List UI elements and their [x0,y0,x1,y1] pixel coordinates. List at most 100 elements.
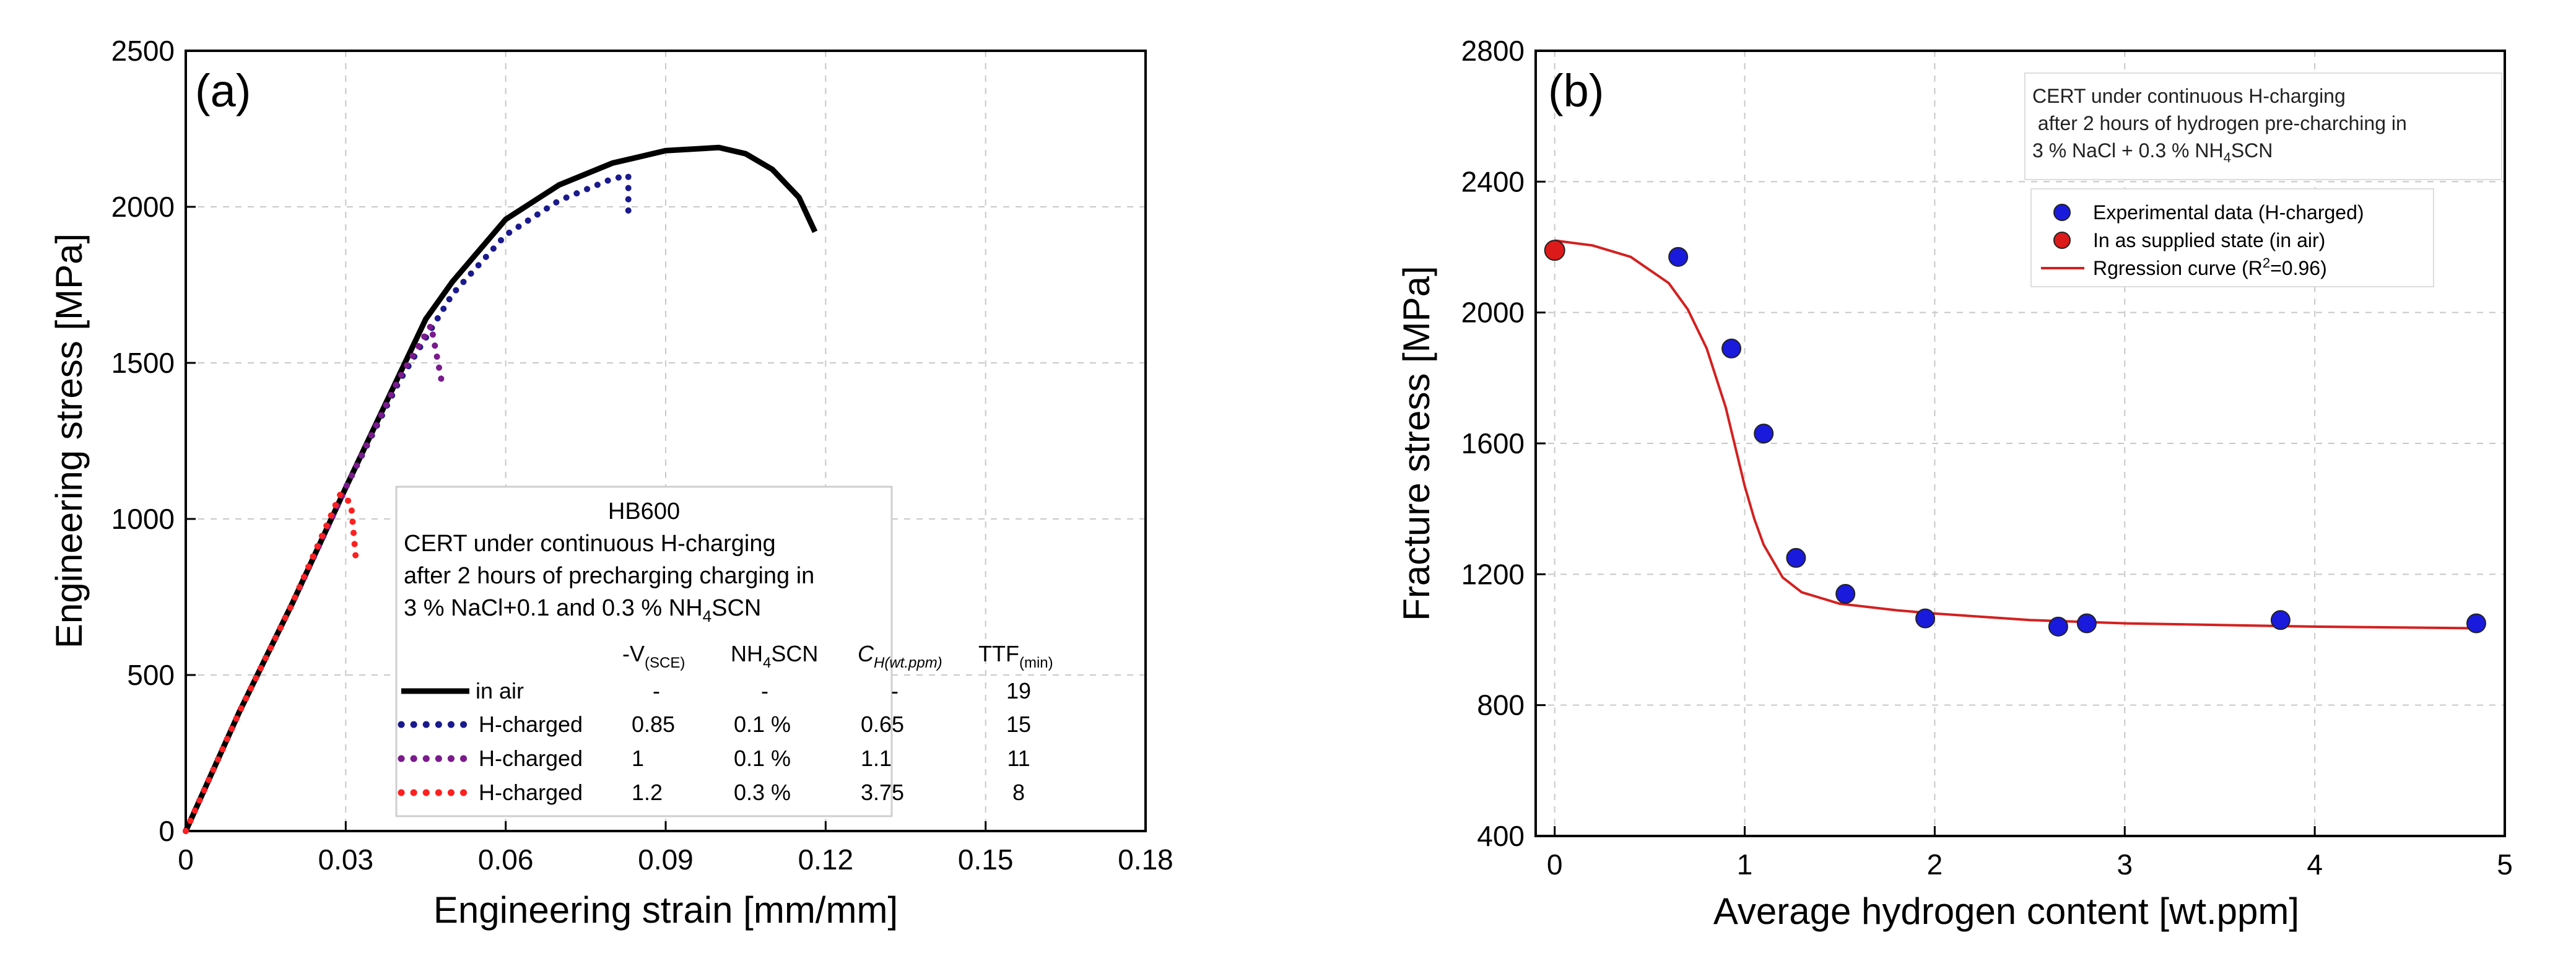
y-tick-label: 800 [1477,689,1525,721]
legend-nh4scn: - [761,678,768,703]
y-tick-label: 2400 [1461,165,1525,198]
legend-swatch-supplied [2053,232,2071,249]
supplied-state-point [1544,240,1565,261]
y-tick-label: 1600 [1461,427,1525,459]
x-tick-label: 2 [1927,848,1943,881]
y-tick-label: 2500 [111,35,175,67]
panel-a-legend-row-h3: H-charged 1.2 0.3 % 3.75 8 [398,780,1025,805]
panel-a-legend-header-hydrogen: CH(wt.ppm) [858,641,942,671]
legend-swatch-experimental [2053,204,2071,221]
panel-a-x-axis-label: Engineering strain [mm/mm] [433,889,898,931]
y-tick-label: 2800 [1461,35,1525,67]
panel-a-annotation-line-2: after 2 hours of precharging charging in [404,563,814,589]
panel-b-x-axis-label: Average hydrogen content [wt.ppm] [1713,890,2299,932]
legend-voltage: - [653,678,660,703]
panel-b-series [1544,239,2486,637]
experimental-point [2466,613,2486,634]
panel-a-series [183,144,818,834]
legend-hydrogen: 0.65 [861,712,904,737]
panel-b-grid [1536,51,2505,836]
panel-a-legend-row-air: in air - - - 19 [401,678,1031,703]
panel-a-legend-row-h1: H-charged 0.85 0.1 % 0.65 15 [398,712,1031,737]
legend-label: H-charged [479,712,583,737]
y-tick-label: 1500 [111,347,175,379]
panel-b-label: (b) [1548,65,1604,116]
panel-b-annotation-line-1: CERT under continuous H-charging [2032,85,2346,107]
series-line-3 [183,490,360,834]
x-tick-label: 0 [1547,848,1563,881]
y-tick-label: 2000 [1461,297,1525,329]
experimental-point [1721,338,1742,359]
panel-b-legend-box [2030,188,2434,287]
experimental-point [1668,246,1689,267]
experimental-point [2076,613,2097,634]
y-tick-label: 500 [127,659,175,691]
panel-a-annotation-box [395,486,893,817]
x-tick-label: 0.09 [638,843,694,876]
panel-a-annotation-line-3: 3 % NaCl+0.1 and 0.3 % NH4SCN [404,595,761,625]
series-line-2 [183,322,445,834]
x-tick-label: 0.18 [1118,843,1173,876]
y-tick-label: 2000 [111,191,175,223]
panel-a-annotation-line-1: CERT under continuous H-charging [404,531,776,557]
y-tick-label: 400 [1477,820,1525,852]
panel-a-annotation-title: HB600 [608,499,680,525]
legend-nh4scn: 0.3 % [734,780,791,805]
legend-label: in air [476,678,524,703]
panel-a-y-axis-label: Engineering stress [MPa] [48,233,90,648]
y-tick-label: 1200 [1461,558,1525,590]
panel-a-legend-header-ttf: TTF(min) [978,641,1053,671]
legend-label: H-charged [479,780,583,805]
panel-b: 0 1 2 3 4 5 400 800 1200 1600 2000 2400 2800 (b) Ave… [1396,35,2513,932]
legend-hydrogen: - [891,678,899,703]
panel-a-annotation: HB600 CERT under continuous H-charging a… [395,486,1053,817]
legend-nh4scn: 0.1 % [734,712,791,737]
experimental-point [1835,584,1856,604]
y-tick-label: 0 [159,815,175,847]
legend-label-experimental: Experimental data (H-charged) [2093,201,2364,224]
panel-b-annotation: CERT under continuous H-charging after 2… [2024,72,2502,180]
experimental-point [1915,608,1936,629]
panel-b-y-axis-label: Fracture stress [MPa] [1396,266,1437,620]
legend-voltage: 0.85 [632,712,675,737]
legend-voltage: 1 [632,746,644,771]
legend-hydrogen: 1.1 [861,746,892,771]
legend-ttf: 19 [1006,678,1031,703]
x-tick-label: 0.15 [958,843,1014,876]
panel-a-ticks: 0 0.03 0.06 0.09 0.12 0.15 0.18 0 500 1000 1500 200… [111,35,1173,876]
experimental-point [1754,424,1774,444]
legend-voltage: 1.2 [632,780,663,805]
panel-a: 0 0.03 0.06 0.09 0.12 0.15 0.18 0 500 1000 1500 200… [48,35,1173,931]
legend-ttf: 15 [1006,712,1031,737]
legend-nh4scn: 0.1 % [734,746,791,771]
y-tick-label: 1000 [111,503,175,535]
panel-b-annotation-box [2024,72,2502,180]
x-tick-label: 0.06 [478,843,534,876]
panel-b-annotation-line-2: after 2 hours of hydrogen pre-charching … [2032,112,2407,134]
legend-label: H-charged [479,746,583,771]
panel-b-annotation-line-3: 3 % NaCl + 0.3 % NH4SCN [2032,139,2273,165]
panel-a-legend-row-h2: H-charged 1 0.1 % 1.1 11 [398,746,1030,771]
experimental-point [2048,616,2068,637]
legend-ttf: 11 [1007,746,1030,771]
legend-ttf: 8 [1012,780,1025,805]
legend-hydrogen: 3.75 [861,780,904,805]
x-tick-label: 3 [2117,848,2133,881]
regression-curve [1554,239,2477,630]
legend-label-regression: Rgression curve (R2=0.96) [2093,255,2327,279]
x-tick-label: 0 [178,843,194,876]
panel-a-legend-header-nh4scn: NH4SCN [731,641,818,671]
x-tick-label: 4 [2307,848,2323,881]
x-tick-label: 0.03 [318,843,374,876]
x-tick-label: 0.12 [798,843,854,876]
experimental-point [1786,547,1806,568]
panel-b-legend: Experimental data (H-charged) In as supp… [2030,188,2434,287]
x-tick-label: 5 [2497,848,2513,881]
x-tick-label: 1 [1737,848,1753,881]
panel-a-label: (a) [195,65,251,116]
experimental-point [2270,610,2291,630]
legend-label-supplied: In as supplied state (in air) [2093,229,2325,251]
panel-a-legend-header-voltage: -V(SCE) [622,641,685,671]
panel-b-ticks: 0 1 2 3 4 5 400 800 1200 1600 2000 2400 2800 [1461,35,2513,881]
